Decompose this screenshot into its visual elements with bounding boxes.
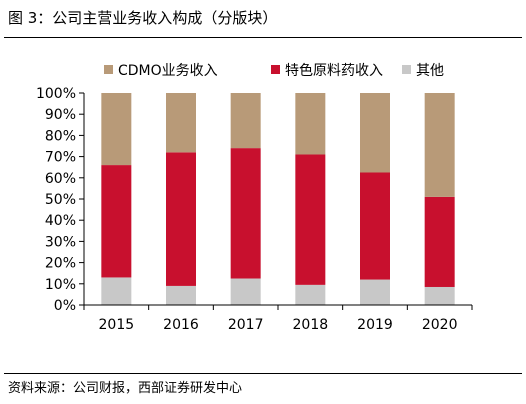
y-tick-label: 100% (36, 86, 76, 102)
legend-label: CDMO业务收入 (118, 63, 218, 79)
bar-segment (360, 93, 390, 173)
bar-segment (101, 93, 132, 166)
y-tick-label: 50% (45, 192, 76, 208)
y-tick-label: 80% (45, 128, 76, 144)
y-tick-label: 90% (45, 107, 76, 123)
title-divider (4, 37, 522, 38)
bar-segment (295, 284, 326, 305)
bar-segment (166, 152, 196, 286)
bar-segment (101, 165, 132, 278)
bar-segment (230, 278, 261, 305)
y-tick-label: 10% (45, 277, 76, 293)
chart-legend: CDMO业务收入 特色原料药收入 其他 (104, 62, 444, 79)
y-tick-label: 40% (45, 213, 76, 229)
bar-segment (101, 277, 132, 305)
y-tick-label: 60% (45, 171, 76, 187)
legend-swatch (402, 65, 411, 74)
figure-title: 图 3：公司主营业务收入构成（分版块） (8, 9, 278, 27)
x-axis: 2015 2016 2017 2018 2019 2020 (83, 304, 473, 333)
bar-segment (295, 93, 326, 155)
chart-bars (101, 93, 455, 305)
x-tick-label: 2018 (293, 317, 329, 333)
y-tick-label: 0% (54, 298, 76, 314)
x-tick-label: 2017 (228, 317, 264, 333)
bar-segment (230, 148, 261, 279)
bar-segment (424, 196, 455, 287)
y-tick-label: 30% (45, 234, 76, 250)
x-tick-label: 2019 (357, 317, 393, 333)
y-tick-label: 20% (45, 256, 76, 272)
x-tick-label: 2020 (422, 317, 458, 333)
bar-segment (360, 172, 390, 280)
y-tick-label: 70% (45, 150, 76, 166)
x-tick-label: 2016 (163, 317, 199, 333)
legend-swatch (104, 65, 113, 74)
bar-segment (166, 285, 196, 305)
source-note: 资料来源：公司财报，西部证券研发中心 (8, 381, 243, 396)
x-tick-label: 2015 (99, 317, 135, 333)
legend-label: 特色原料药收入 (285, 62, 383, 79)
bar-segment (360, 279, 390, 305)
bar-segment (166, 93, 196, 153)
stacked-bar-chart: CDMO业务收入 特色原料药收入 其他 0% 10% 20% 30% 40% 50% 60% 70… (36, 62, 473, 333)
bar-segment (230, 93, 261, 149)
legend-swatch (271, 65, 280, 74)
bar-segment (424, 286, 455, 305)
bar-segment (295, 154, 326, 285)
y-axis: 0% 10% 20% 30% 40% 50% 60% 70% 80% 90% 100% (36, 86, 85, 314)
bar-segment (424, 93, 455, 197)
legend-label: 其他 (416, 63, 444, 79)
footer-divider (4, 373, 522, 374)
